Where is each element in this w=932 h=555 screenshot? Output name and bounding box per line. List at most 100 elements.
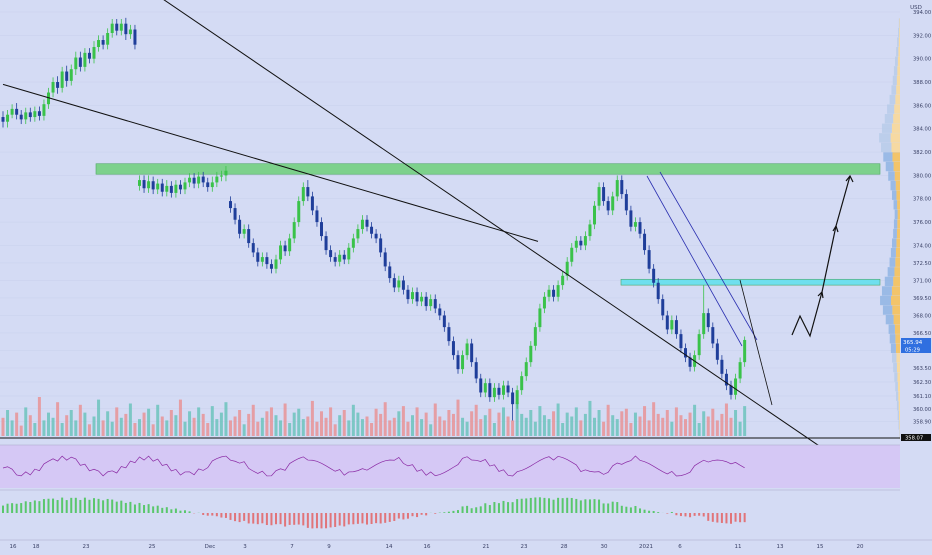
volume-bar <box>15 413 18 436</box>
price-tick-label: 380.00 <box>913 173 931 179</box>
macd-histogram-bar <box>594 499 596 513</box>
candle-body <box>356 229 359 238</box>
macd-histogram-bar <box>457 510 459 513</box>
macd-histogram-bar <box>66 500 68 513</box>
volume-bar <box>743 406 746 436</box>
volume-profile-bar <box>891 85 896 94</box>
candle-body <box>679 334 682 348</box>
volume-bar <box>566 413 569 436</box>
macd-histogram-bar <box>703 513 705 516</box>
candle-body <box>534 327 537 346</box>
candle-body <box>516 390 519 404</box>
candle-body <box>575 241 578 248</box>
candle-body <box>124 24 127 35</box>
macd-histogram-bar <box>448 512 450 513</box>
macd-histogram-bar <box>252 513 254 524</box>
macd-histogram-bar <box>530 498 532 513</box>
time-tick-label: 18 <box>33 544 40 550</box>
candle-body <box>224 171 227 176</box>
volume-bar <box>52 418 55 436</box>
macd-histogram-bar <box>607 503 609 513</box>
macd-histogram-bar <box>207 513 209 516</box>
volume-bar <box>702 411 705 436</box>
macd-histogram-bar <box>325 513 327 528</box>
macd-histogram-bar <box>612 502 614 513</box>
candle-body <box>161 184 164 192</box>
macd-histogram-bar <box>29 502 31 513</box>
volume-bar <box>693 405 696 436</box>
volume-bar <box>406 422 409 436</box>
macd-histogram-bar <box>148 504 150 513</box>
candle-body <box>739 362 742 378</box>
macd-histogram-bar <box>380 513 382 523</box>
volume-bar <box>575 407 578 436</box>
macd-histogram-bar <box>421 513 423 515</box>
macd-histogram-bar <box>553 500 555 513</box>
candle-body <box>538 308 541 327</box>
candle-body <box>616 180 619 196</box>
candle-body <box>384 252 387 266</box>
candle-body <box>279 245 282 259</box>
candle-body <box>716 343 719 359</box>
volume-profile-bar <box>898 392 900 401</box>
macd-histogram-bar <box>452 511 454 513</box>
macd-histogram-bar <box>480 506 482 513</box>
macd-histogram-bar <box>170 509 172 513</box>
candle-body <box>588 224 591 236</box>
candle-body <box>443 315 446 327</box>
volume-profile-bar <box>893 277 900 286</box>
low-marker-label: 358.07 <box>905 436 923 442</box>
macd-histogram-bar <box>107 499 109 513</box>
volume-bar <box>343 410 346 436</box>
time-tick-label: 25 <box>149 544 156 550</box>
macd-histogram-bar <box>152 506 154 513</box>
volume-bar <box>470 411 473 436</box>
candle-body <box>743 340 746 362</box>
volume-bar <box>657 414 660 436</box>
candle-body <box>74 58 77 70</box>
time-tick-label: 16 <box>424 544 431 550</box>
volume-bar <box>270 407 273 436</box>
volume-bar <box>83 413 86 436</box>
candle-body <box>598 187 601 206</box>
time-tick-label: 28 <box>561 544 568 550</box>
candle-body <box>661 299 664 315</box>
macd-histogram-bar <box>534 497 536 513</box>
macd-histogram-bar <box>270 513 272 525</box>
volume-bar <box>643 406 646 436</box>
macd-histogram-bar <box>330 513 332 527</box>
volume-bar <box>725 404 728 437</box>
candle-body <box>325 236 328 250</box>
macd-histogram-bar <box>134 505 136 513</box>
candle-body <box>388 266 391 278</box>
volume-bar <box>639 417 642 437</box>
volume-bar <box>211 406 214 436</box>
macd-histogram-bar <box>230 513 232 520</box>
macd-histogram-bar <box>70 498 72 513</box>
macd-histogram-bar <box>648 511 650 513</box>
candle-body <box>507 385 510 392</box>
time-tick-label: 2021 <box>639 544 653 550</box>
volume-profile-bar <box>894 104 900 113</box>
volume-profile-bar <box>897 372 900 381</box>
volume-profile-bar <box>883 152 892 161</box>
volume-profile-bar <box>883 305 892 314</box>
volume-bar <box>375 409 378 436</box>
volume-bar <box>79 405 82 436</box>
macd-histogram-bar <box>75 498 77 513</box>
volume-bar <box>629 423 632 436</box>
volume-bar <box>479 419 482 436</box>
volume-bar <box>188 411 191 436</box>
volume-bar <box>707 417 710 437</box>
macd-histogram-bar <box>293 513 295 525</box>
macd-histogram-bar <box>434 513 436 514</box>
volume-bar <box>652 402 655 436</box>
macd-histogram-bar <box>11 503 13 513</box>
candle-body <box>143 180 146 188</box>
candle-body <box>93 47 96 59</box>
candle-body <box>252 243 255 252</box>
volume-bar <box>443 420 446 436</box>
macd-histogram-bar <box>498 503 500 513</box>
candle-body <box>447 327 450 341</box>
